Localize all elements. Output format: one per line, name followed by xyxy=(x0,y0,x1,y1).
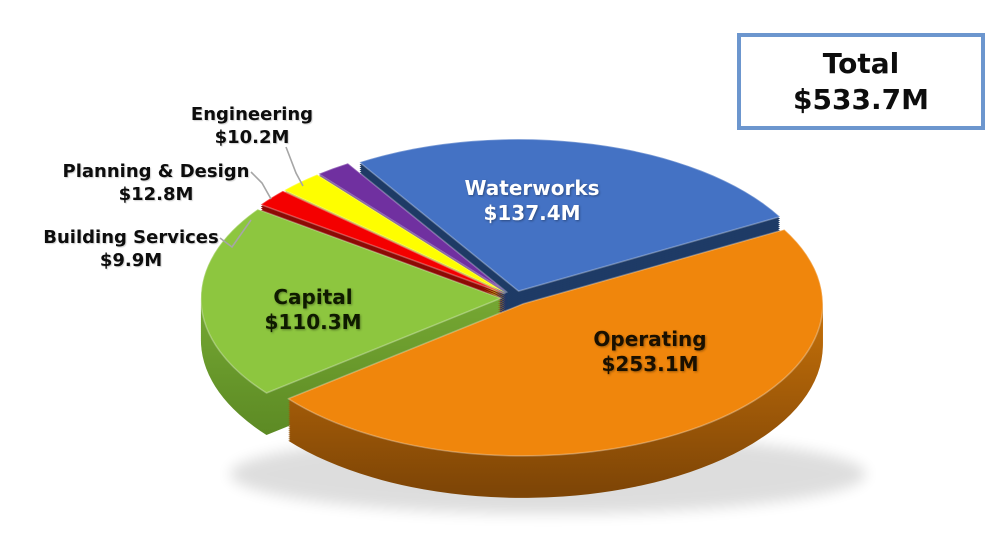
total-value: $533.7M xyxy=(793,82,929,116)
total-callout-box: Total $533.7M xyxy=(737,33,985,130)
pie-slice-engineering[interactable] xyxy=(317,162,508,293)
pie-slice-operating[interactable] xyxy=(287,228,824,457)
pie-slice-building-services[interactable] xyxy=(260,190,505,295)
leader-line-building-services xyxy=(219,219,252,249)
leader-line-engineering xyxy=(285,146,304,187)
pie-slice-capital[interactable] xyxy=(200,208,502,394)
pie-slice-waterworks[interactable] xyxy=(358,138,781,292)
leader-line-planning-design xyxy=(250,171,272,200)
total-title: Total xyxy=(822,46,900,80)
